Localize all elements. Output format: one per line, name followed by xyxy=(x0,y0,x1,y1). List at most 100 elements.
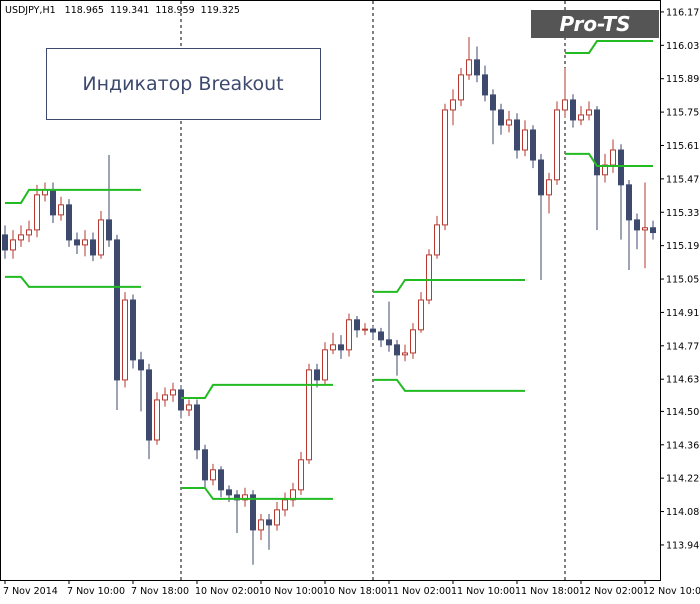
x-tick-label: 7 Nov 2014 xyxy=(3,586,58,597)
y-tick-label: 114.775 xyxy=(666,341,700,352)
candle-body xyxy=(322,349,328,381)
candle-body xyxy=(530,129,536,161)
plot-frame xyxy=(0,0,661,581)
candle-body xyxy=(610,149,616,166)
x-tick-label: 7 Nov 10:00 xyxy=(67,586,125,597)
candle-body xyxy=(386,339,392,346)
y-tick-label: 114.360 xyxy=(666,440,700,451)
candle-body xyxy=(274,509,280,526)
candle-body xyxy=(482,74,488,96)
y-tick-label: 114.220 xyxy=(666,474,700,485)
candle-body xyxy=(218,469,224,491)
candle-body xyxy=(538,159,544,196)
candle-body xyxy=(354,319,360,331)
watermark-box xyxy=(531,10,659,38)
symbol: USDJPY,H1 xyxy=(5,5,56,16)
breakout-level xyxy=(181,486,333,500)
candle-body xyxy=(162,394,168,401)
candle-body xyxy=(90,239,96,256)
x-tick-label: 12 Nov 10:00 xyxy=(643,586,700,597)
x-tick-label: 11 Nov 02:00 xyxy=(387,586,451,597)
quote-low: 118.959 xyxy=(155,5,194,16)
candle-body xyxy=(130,299,136,361)
candle-body xyxy=(418,299,424,331)
candle-body xyxy=(634,219,640,231)
candle-body xyxy=(346,319,352,351)
candle-body xyxy=(26,229,32,236)
candle-body xyxy=(74,239,80,246)
candle-body xyxy=(210,469,216,481)
breakout-level xyxy=(373,378,525,392)
candle-body xyxy=(178,389,184,411)
candle-body xyxy=(442,109,448,226)
y-tick-label: 115.615 xyxy=(666,141,700,152)
candle-body xyxy=(250,494,256,531)
candle-body xyxy=(498,109,504,126)
candle-body xyxy=(298,459,304,491)
candle-body xyxy=(474,59,480,76)
y-tick-label: 114.915 xyxy=(666,308,700,319)
candle-body xyxy=(314,369,320,381)
candle-body xyxy=(98,219,104,256)
candle-body xyxy=(2,234,8,251)
y-tick-label: 115.055 xyxy=(666,275,700,286)
candle-body xyxy=(378,331,384,341)
y-tick-label: 114.080 xyxy=(666,507,700,518)
candle-body xyxy=(106,219,112,241)
breakout-level xyxy=(5,275,141,288)
x-tick-label: 10 Nov 10:00 xyxy=(259,586,323,597)
candle-body xyxy=(506,119,512,126)
candle-body xyxy=(186,404,192,411)
y-tick-label: 113.940 xyxy=(666,540,700,551)
candle-body xyxy=(194,404,200,451)
candle-body xyxy=(450,99,456,111)
y-tick-label: 115.895 xyxy=(666,74,700,85)
breakout-level xyxy=(5,188,141,204)
breakout-level xyxy=(565,40,653,54)
annotation: Индикатор Breakout xyxy=(82,73,283,95)
candle-body xyxy=(394,344,400,356)
y-tick-label: 115.755 xyxy=(666,108,700,119)
candle-body xyxy=(594,109,600,176)
y-tick-label: 114.500 xyxy=(666,407,700,418)
candle-body xyxy=(562,99,568,111)
annotation-box xyxy=(46,48,321,120)
candle-body xyxy=(370,328,376,333)
watermark: Pro-TS xyxy=(559,12,630,36)
candle-body xyxy=(490,94,496,111)
candle-body xyxy=(114,239,120,381)
quote-close: 119.325 xyxy=(201,5,240,16)
candle-body xyxy=(554,109,560,181)
candle-body xyxy=(410,329,416,354)
candle-body xyxy=(618,149,624,186)
candle-body xyxy=(138,359,144,371)
candle-body xyxy=(330,344,336,351)
quote-open: 118.965 xyxy=(65,5,104,16)
candle-body xyxy=(570,99,576,121)
x-tick-label: 7 Nov 18:00 xyxy=(131,586,189,597)
candle-body xyxy=(10,239,16,251)
x-tick-label: 10 Nov 02:00 xyxy=(195,586,259,597)
candle-body xyxy=(282,499,288,511)
x-tick-label: 11 Nov 10:00 xyxy=(451,586,515,597)
candle-body xyxy=(338,344,344,351)
candle-body xyxy=(82,239,88,246)
y-tick-label: 115.195 xyxy=(666,241,700,252)
candle-body xyxy=(58,204,64,216)
y-tick-label: 116.035 xyxy=(666,41,700,52)
symbol-header: USDJPY,H1 118.965 119.341 118.959 119.32… xyxy=(5,5,240,16)
candle-body xyxy=(66,204,72,241)
x-tick-label: 11 Nov 18:00 xyxy=(515,586,579,597)
breakout-level xyxy=(373,278,525,293)
candle-body xyxy=(458,74,464,101)
candle-body xyxy=(466,59,472,76)
breakout-level xyxy=(565,152,653,167)
candle-body xyxy=(546,179,552,196)
y-tick-label: 116.175 xyxy=(666,7,700,18)
candle-body xyxy=(146,369,152,441)
candle-body xyxy=(642,227,648,231)
candle-body xyxy=(514,119,520,151)
candle-body xyxy=(154,399,160,441)
candle-body xyxy=(362,328,368,331)
x-tick-label: 12 Nov 02:00 xyxy=(579,586,643,597)
